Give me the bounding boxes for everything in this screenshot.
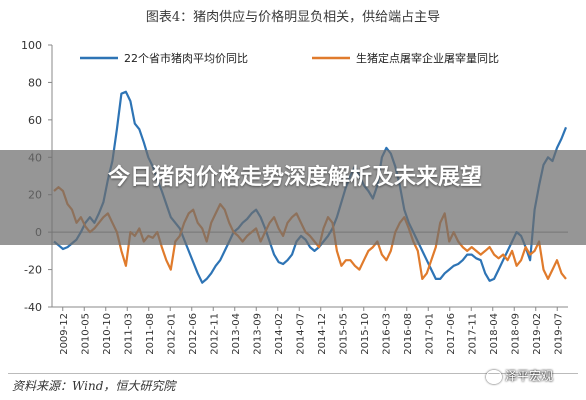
- legend-label-2: 生猪定点屠宰企业屠宰量同比: [356, 51, 499, 65]
- x-tick-label: 2012-01: [166, 313, 177, 355]
- x-tick-label: 2012-06: [188, 313, 199, 355]
- footer-divider: [8, 373, 578, 374]
- x-tick-label: 2009-12: [59, 313, 70, 355]
- x-tick-label: 2013-09: [252, 313, 263, 355]
- y-tick-label: 100: [21, 39, 42, 52]
- x-tick-label: 2010-10: [102, 313, 113, 355]
- x-tick-label: 2012-11: [209, 313, 220, 355]
- x-tick-label: 2011-03: [123, 313, 134, 355]
- x-tick-label: 2014-12: [317, 313, 328, 355]
- x-tick-label: 2017-06: [446, 313, 457, 355]
- overlay-banner: [0, 150, 586, 245]
- x-tick-label: 2014-02: [274, 313, 285, 355]
- overlay-headline: 今日猪肉价格走势深度解析及未来展望: [107, 165, 482, 190]
- x-tick-label: 2018-09: [510, 313, 521, 355]
- x-tick-label: 2016-08: [403, 313, 414, 355]
- x-tick-label: 2013-04: [231, 313, 242, 355]
- x-tick-label: 2019-02: [532, 313, 543, 355]
- watermark-label: 泽平宏观: [505, 369, 554, 383]
- watermark: 泽平宏观: [486, 367, 553, 384]
- x-tick-label: 2017-11: [467, 313, 478, 355]
- y-tick-label: 60: [28, 114, 42, 127]
- legend-label-1: 22个省市猪肉平均价同比: [124, 51, 248, 65]
- source-note: 资料来源：Wind，恒大研究院: [12, 379, 176, 393]
- y-tick-label: -20: [24, 264, 42, 277]
- wechat-icon: [486, 369, 502, 384]
- x-tick-label: 2016-03: [381, 313, 392, 355]
- y-tick-label: 80: [28, 76, 42, 89]
- chart-title: 图表4：猪肉供应与价格明显负相关，供给端占主导: [145, 10, 441, 25]
- x-tick-label: 2019-07: [553, 313, 564, 355]
- x-tick-label: 2011-08: [145, 313, 156, 355]
- x-tick-label: 2010-05: [80, 313, 91, 355]
- x-tick-label: 2014-07: [295, 313, 306, 355]
- x-tick-label: 2017-01: [424, 313, 435, 355]
- x-tick-label: 2015-05: [338, 313, 349, 355]
- y-tick-label: -40: [24, 301, 42, 314]
- x-tick-label: 2018-04: [489, 313, 500, 355]
- x-tick-label: 2015-10: [360, 313, 371, 355]
- series-line-1: [53, 90, 568, 284]
